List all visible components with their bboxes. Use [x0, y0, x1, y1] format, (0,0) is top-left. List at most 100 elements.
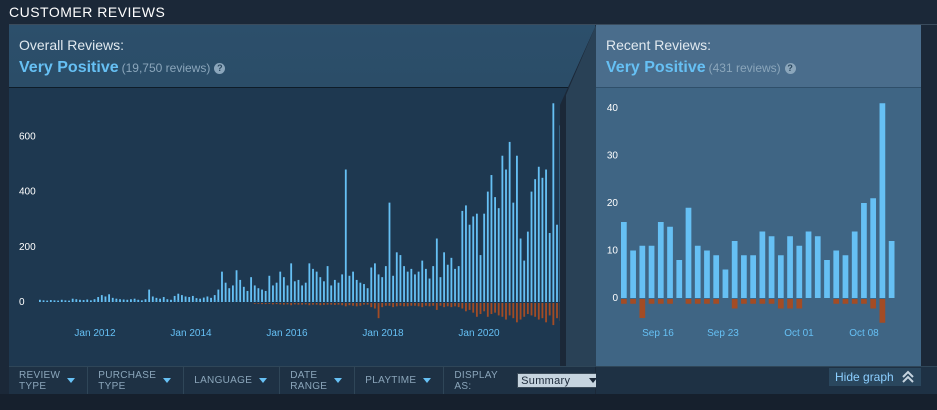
- negative-bar: [363, 303, 365, 305]
- double-chevron-up-icon: [902, 370, 914, 383]
- positive-bar: [548, 233, 551, 302]
- recent-summary-text: Very Positive: [606, 59, 706, 76]
- positive-bar: [639, 245, 646, 298]
- negative-bar: [406, 303, 409, 307]
- negative-bar: [639, 299, 646, 318]
- positive-bar: [545, 169, 547, 302]
- positive-bar: [363, 284, 365, 302]
- negative-bar: [333, 303, 336, 305]
- overall-histogram-svg: 0 200 400 600 Jan 2012 Jan 2014 Jan 2016 Jan 20…: [19, 103, 566, 339]
- x-tick-label: Jan 2016: [266, 328, 308, 339]
- negative-bar: [301, 303, 303, 305]
- negative-bar: [275, 303, 278, 305]
- positive-bar: [377, 274, 380, 302]
- positive-bar: [210, 297, 212, 302]
- positive-bar: [694, 245, 701, 298]
- positive-bar: [68, 300, 70, 302]
- negative-bar: [516, 303, 518, 323]
- y-tick-label: 30: [607, 151, 619, 162]
- positive-bar: [86, 299, 89, 302]
- negative-bar: [508, 303, 511, 316]
- review-filter-bar: REVIEW TYPE PURCHASE TYPE LANGUAGE DATE …: [9, 366, 601, 394]
- negative-bar: [621, 299, 627, 304]
- y-tick-label: 20: [607, 198, 619, 209]
- positive-bar: [381, 277, 384, 302]
- overall-reviews-header: Overall Reviews: Very Positive (19,750 re…: [19, 37, 226, 77]
- negative-bar: [395, 303, 398, 307]
- positive-bar: [140, 300, 143, 302]
- negative-bar: [286, 303, 289, 305]
- negative-bar: [534, 303, 537, 317]
- positive-bar: [319, 277, 322, 302]
- filter-language[interactable]: LANGUAGE: [184, 367, 281, 394]
- positive-bar: [46, 300, 49, 302]
- positive-bar: [170, 299, 172, 302]
- x-tick-label: Oct 08: [849, 328, 879, 339]
- positive-bar: [888, 241, 895, 298]
- filter-playtime[interactable]: PLAYTIME: [355, 367, 445, 394]
- positive-bar: [833, 250, 840, 298]
- negative-bar: [486, 303, 489, 317]
- recent-reviews-label: Recent Reviews:: [606, 37, 712, 53]
- positive-bar: [297, 279, 300, 302]
- negative-bar: [424, 303, 427, 306]
- negative-bar: [537, 303, 540, 320]
- positive-bar: [759, 231, 766, 298]
- positive-bar: [731, 241, 738, 298]
- positive-bar: [97, 297, 100, 302]
- negative-bar: [450, 303, 453, 308]
- overall-review-summary[interactable]: Very Positive (19,750 reviews)?: [19, 59, 226, 77]
- negative-bar: [861, 299, 867, 304]
- positive-bar: [323, 281, 325, 302]
- positive-bar: [508, 141, 511, 302]
- help-icon[interactable]: ?: [784, 63, 796, 74]
- section-title: CUSTOMER REVIEWS: [9, 4, 166, 20]
- negative-bar: [428, 303, 431, 307]
- positive-bar: [130, 299, 132, 302]
- positive-bar: [333, 279, 336, 302]
- negative-bar: [851, 299, 858, 304]
- positive-bar: [424, 268, 427, 302]
- filter-date-range[interactable]: DATE RANGE: [280, 367, 356, 394]
- negative-bar: [731, 299, 738, 309]
- positive-bar: [787, 236, 793, 298]
- hide-graph-button[interactable]: Hide graph: [829, 368, 921, 386]
- positive-bar: [465, 205, 467, 302]
- positive-bar: [648, 245, 655, 298]
- negative-bar: [556, 303, 558, 319]
- positive-bar: [516, 155, 518, 302]
- positive-bar: [53, 300, 56, 302]
- positive-bar: [621, 222, 627, 298]
- negative-bar: [253, 303, 256, 304]
- positive-bar: [722, 269, 729, 298]
- negative-bar: [630, 299, 636, 304]
- negative-bar: [512, 303, 515, 319]
- recent-review-summary[interactable]: Very Positive (431 reviews)?: [606, 59, 796, 77]
- positive-bar: [155, 297, 158, 302]
- filter-review-type[interactable]: REVIEW TYPE: [9, 367, 89, 394]
- caret-down-icon: [423, 378, 432, 383]
- zoom-connector: [560, 25, 596, 367]
- positive-bar: [505, 169, 507, 302]
- positive-bar: [221, 271, 223, 302]
- negative-bar: [497, 303, 500, 316]
- negative-bar: [384, 303, 387, 306]
- positive-bar: [446, 264, 449, 302]
- positive-bar: [530, 191, 533, 302]
- positive-bar: [64, 300, 67, 302]
- negative-bar: [268, 303, 271, 304]
- x-tick-label: Jan 2020: [458, 328, 500, 339]
- positive-bar: [435, 238, 438, 302]
- filter-purchase-type[interactable]: PURCHASE TYPE: [88, 367, 185, 394]
- positive-bar: [337, 282, 340, 302]
- negative-bar: [290, 303, 293, 306]
- positive-bar: [410, 268, 413, 302]
- negative-bar: [483, 303, 486, 312]
- negative-bar: [341, 303, 344, 306]
- help-icon[interactable]: ?: [214, 63, 226, 74]
- positive-bar: [861, 203, 867, 298]
- display-as-select[interactable]: Summary: [517, 373, 601, 388]
- positive-bar: [108, 294, 111, 302]
- positive-bar: [239, 279, 242, 302]
- positive-bar: [523, 260, 526, 302]
